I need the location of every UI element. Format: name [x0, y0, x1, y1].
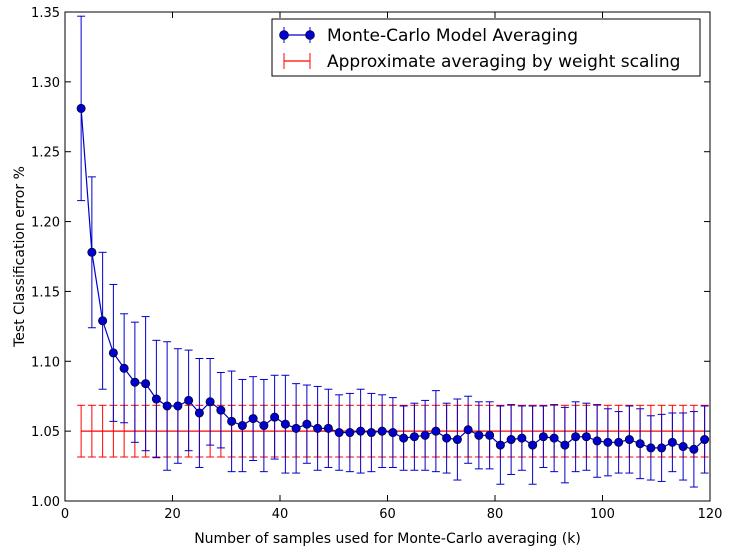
y-tick-label: 1.25: [31, 146, 60, 161]
point-monte-carlo: [302, 419, 312, 429]
point-monte-carlo: [130, 377, 140, 387]
y-axis-label: Test Classification error %: [12, 166, 28, 348]
point-monte-carlo: [87, 247, 97, 257]
legend-box: [271, 18, 701, 77]
point-monte-carlo: [345, 428, 355, 438]
point-monte-carlo: [635, 439, 645, 449]
x-tick-label: 120: [698, 507, 723, 522]
legend-entry-monte-carlo: Monte-Carlo Model Averaging: [279, 26, 578, 46]
legend-marker-monte-carlo: [279, 30, 289, 40]
point-monte-carlo: [151, 394, 161, 404]
point-monte-carlo: [646, 443, 656, 453]
plot-area: [65, 12, 710, 501]
point-monte-carlo: [571, 432, 581, 442]
x-tick-label: 60: [379, 507, 396, 522]
point-monte-carlo: [474, 430, 484, 440]
y-tick-label: 1.00: [31, 495, 60, 510]
y-tick-label: 1.30: [31, 76, 60, 91]
point-monte-carlo: [237, 421, 247, 431]
point-monte-carlo: [667, 437, 677, 447]
y-tick-label: 1.10: [31, 355, 60, 370]
point-monte-carlo: [452, 435, 462, 445]
point-monte-carlo: [517, 433, 527, 443]
point-monte-carlo: [248, 414, 258, 424]
point-monte-carlo: [173, 401, 183, 411]
point-monte-carlo: [399, 433, 409, 443]
point-monte-carlo: [323, 423, 333, 433]
point-monte-carlo: [592, 436, 602, 446]
point-monte-carlo: [162, 401, 172, 411]
point-monte-carlo: [431, 426, 441, 436]
point-monte-carlo: [506, 435, 516, 445]
y-tick-label: 1.35: [31, 6, 60, 21]
point-monte-carlo: [528, 440, 538, 450]
y-tick-label: 1.15: [31, 285, 60, 300]
point-monte-carlo: [270, 412, 280, 422]
point-monte-carlo: [603, 437, 613, 447]
point-monte-carlo: [657, 443, 667, 453]
x-axis-label: Number of samples used for Monte-Carlo a…: [194, 531, 581, 547]
point-monte-carlo: [388, 428, 398, 438]
series-monte-carlo: [76, 15, 710, 488]
point-monte-carlo: [98, 316, 108, 326]
point-monte-carlo: [366, 428, 376, 438]
point-monte-carlo: [549, 433, 559, 443]
point-monte-carlo: [495, 440, 505, 450]
point-monte-carlo: [420, 430, 430, 440]
point-monte-carlo: [700, 435, 710, 445]
point-monte-carlo: [334, 428, 344, 438]
x-tick-label: 80: [487, 507, 504, 522]
legend-marker-monte-carlo-2: [305, 30, 315, 40]
point-monte-carlo: [205, 397, 215, 407]
point-monte-carlo: [259, 421, 269, 431]
point-monte-carlo: [538, 432, 548, 442]
point-monte-carlo: [624, 435, 634, 445]
y-tick-label: 1.20: [31, 216, 60, 231]
x-tick-label: 40: [272, 507, 289, 522]
plot-frame: [64, 11, 711, 502]
point-monte-carlo: [313, 423, 323, 433]
point-monte-carlo: [76, 103, 86, 113]
point-monte-carlo: [108, 348, 118, 358]
point-monte-carlo: [280, 419, 290, 429]
point-monte-carlo: [614, 437, 624, 447]
legend-label-monte-carlo: Monte-Carlo Model Averaging: [327, 26, 578, 46]
point-monte-carlo: [141, 379, 151, 389]
point-monte-carlo: [463, 425, 473, 435]
point-monte-carlo: [291, 423, 301, 433]
x-tick-label: 100: [590, 507, 615, 522]
point-monte-carlo: [485, 430, 495, 440]
point-monte-carlo: [689, 444, 699, 454]
legend-entry-weight-scaling: Approximate averaging by weight scaling: [283, 52, 680, 72]
point-monte-carlo: [377, 426, 387, 436]
point-monte-carlo: [119, 363, 129, 373]
point-monte-carlo: [356, 426, 366, 436]
point-monte-carlo: [227, 416, 237, 426]
point-monte-carlo: [216, 405, 226, 415]
legend-label-weight-scaling: Approximate averaging by weight scaling: [327, 52, 680, 72]
x-tick-label: 0: [61, 507, 69, 522]
point-monte-carlo: [560, 440, 570, 450]
y-tick-label: 1.05: [31, 425, 60, 440]
point-monte-carlo: [442, 433, 452, 443]
point-monte-carlo: [678, 442, 688, 452]
point-monte-carlo: [184, 395, 194, 405]
legend: Monte-Carlo Model Averaging Approximate …: [271, 18, 701, 77]
x-tick-label: 20: [164, 507, 181, 522]
point-monte-carlo: [194, 408, 204, 418]
point-monte-carlo: [409, 432, 419, 442]
point-monte-carlo: [581, 432, 591, 442]
ticks: 0 20 40 60 80 100 120 1.00 1.05 1.10 1.15 1.20 1.25 1…: [31, 6, 722, 522]
